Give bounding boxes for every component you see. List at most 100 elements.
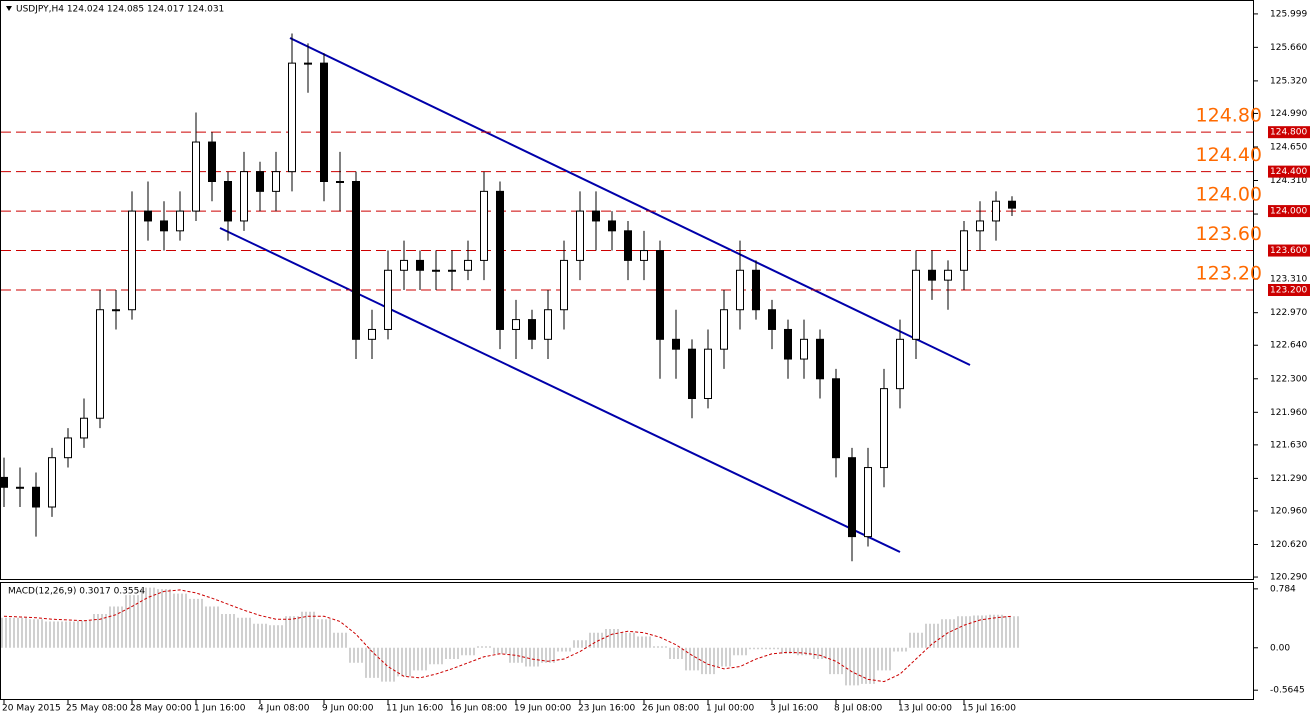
y-tick-label: 123.310 (1270, 275, 1307, 285)
level-tag (1268, 126, 1310, 139)
candle-body (608, 220, 616, 232)
candle-body (80, 417, 88, 439)
candle-body (448, 269, 456, 272)
y-tick-label: 125.999 (1270, 9, 1307, 19)
candle-body (48, 457, 56, 508)
x-tick-label: 11 Jun 16:00 (386, 704, 443, 714)
candle-body (752, 269, 760, 311)
candle-body (144, 210, 152, 222)
candle-body (832, 378, 840, 459)
candle-body (416, 259, 424, 271)
y-tick-label: 125.660 (1270, 43, 1307, 53)
y-tick-label: 122.640 (1270, 341, 1307, 351)
y-tick-label: 121.630 (1270, 440, 1307, 450)
level-label: 123.60 (1196, 223, 1262, 245)
x-tick-label: 1 Jul 00:00 (706, 704, 755, 714)
level-tag-label: 123.200 (1270, 286, 1307, 296)
candle-body (160, 220, 168, 232)
candle-body (896, 338, 904, 390)
candle-body (528, 319, 536, 340)
candle-body (688, 348, 696, 400)
candle-body (992, 200, 1000, 222)
level-label: 124.80 (1196, 105, 1262, 127)
x-tick-label: 1 Jun 16:00 (194, 704, 246, 714)
y-tick-label: 120.290 (1270, 573, 1307, 583)
level-tag-label: 124.000 (1270, 207, 1307, 217)
x-tick-label: 16 Jun 08:00 (450, 704, 507, 714)
y-tick-label: 124.990 (1270, 109, 1307, 119)
y-tick-label: 124.650 (1270, 142, 1307, 152)
candle-body (208, 141, 216, 182)
candle-body (352, 180, 360, 340)
candle-body (640, 250, 648, 261)
x-tick-label: 23 Jun 16:00 (578, 704, 635, 714)
x-tick-label: 8 Jul 08:00 (834, 704, 883, 714)
y-tick-label: 122.970 (1270, 308, 1307, 318)
candle-body (592, 210, 600, 222)
candle-body (928, 269, 936, 281)
candle-body (320, 62, 328, 182)
y-tick-label: 120.960 (1270, 506, 1307, 516)
candle-body (176, 210, 184, 232)
candle-body (720, 309, 728, 350)
candle-body (656, 250, 664, 340)
y-tick-label: 0.00 (1270, 643, 1290, 653)
x-tick-label: 9 Jun 00:00 (322, 704, 374, 714)
candle-body (624, 230, 632, 261)
candle-body (816, 338, 824, 380)
candle-body (288, 62, 296, 173)
candle-body (368, 328, 376, 340)
candle-body (432, 269, 440, 272)
level-tag-label: 124.400 (1270, 167, 1307, 177)
candle-body (304, 62, 312, 65)
menu-arrow[interactable] (6, 6, 12, 11)
candle-body (400, 259, 408, 271)
candle-body (272, 171, 280, 192)
y-tick-label: 120.620 (1270, 540, 1307, 550)
channel-upper (289, 37, 971, 366)
candle-body (880, 388, 888, 469)
candle-body (768, 309, 776, 330)
x-tick-label: 28 May 00:00 (130, 704, 192, 714)
signal-line (3, 589, 1013, 683)
x-tick-label: 26 Jun 08:00 (642, 704, 699, 714)
candle-body (256, 171, 264, 192)
y-tick-label: -0.5645 (1270, 686, 1305, 696)
candle-body (576, 210, 584, 261)
level-tag-label: 124.800 (1270, 128, 1307, 138)
candle-body (16, 486, 24, 489)
channel-lower (219, 227, 901, 553)
candle-body (544, 309, 552, 340)
y-tick-label: 0.784 (1270, 584, 1296, 594)
x-tick-label: 19 Jun 00:00 (514, 704, 571, 714)
y-tick-label: 121.960 (1270, 408, 1307, 418)
x-tick-label: 4 Jun 08:00 (258, 704, 310, 714)
level-label: 124.40 (1196, 144, 1262, 166)
candle-body (784, 328, 792, 360)
candle-body (384, 269, 392, 330)
candle-body (736, 269, 744, 311)
candle-body (560, 259, 568, 311)
x-tick-label: 25 May 08:00 (66, 704, 128, 714)
macd-title: MACD(12,26,9) 0.3017 0.3554 (8, 587, 145, 597)
candle-body (800, 338, 808, 360)
candle-body (864, 467, 872, 538)
x-tick-label: 20 May 2015 (2, 704, 61, 714)
x-tick-label: 3 Jul 16:00 (770, 704, 819, 714)
price-panel-frame (0, 0, 1254, 580)
candle-body (64, 437, 72, 459)
candle-body (976, 220, 984, 232)
candle-body (464, 259, 472, 271)
candle-body (192, 141, 200, 212)
candle-body (32, 486, 40, 508)
y-tick-label: 124.310 (1270, 176, 1307, 186)
level-tag (1268, 244, 1310, 257)
candle-body (960, 230, 968, 271)
candle-body (912, 269, 920, 340)
candle-body (128, 210, 136, 311)
level-label: 123.20 (1196, 263, 1262, 285)
y-tick-label: 121.290 (1270, 474, 1307, 484)
level-tag (1268, 165, 1310, 178)
